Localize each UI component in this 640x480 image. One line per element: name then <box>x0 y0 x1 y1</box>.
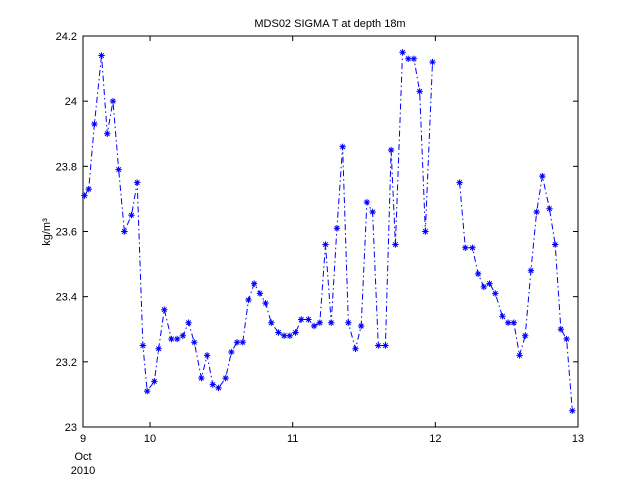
data-marker <box>333 225 341 232</box>
data-marker <box>369 208 376 216</box>
data-marker <box>486 280 493 287</box>
y-tick-label: 23.2 <box>56 357 77 369</box>
data-marker <box>422 228 429 235</box>
x-tick-label: 9 <box>80 433 86 445</box>
data-marker <box>339 143 346 150</box>
data-marker <box>292 329 299 336</box>
data-marker <box>551 241 559 248</box>
data-marker <box>191 339 198 346</box>
data-marker <box>405 55 412 63</box>
data-marker <box>286 332 294 339</box>
data-marker <box>522 332 529 339</box>
data-marker <box>250 280 258 287</box>
y-tick-label: 23.6 <box>56 227 77 239</box>
data-marker <box>504 319 512 326</box>
data-marker <box>98 52 105 59</box>
data-marker <box>245 296 252 304</box>
data-marker <box>462 244 469 251</box>
data-marker <box>382 342 389 349</box>
data-marker <box>316 319 324 326</box>
data-marker <box>533 208 540 216</box>
x-tick-label: 11 <box>287 433 298 445</box>
chart-title: MDS02 SIGMA T at depth 18m <box>254 18 405 30</box>
data-marker <box>121 228 128 235</box>
data-marker <box>399 49 406 56</box>
data-marker <box>480 283 488 291</box>
y-tick-label: 23 <box>65 422 77 434</box>
data-marker <box>352 345 359 352</box>
data-marker <box>151 378 158 385</box>
data-marker <box>363 198 371 206</box>
data-marker <box>527 267 535 274</box>
data-marker <box>203 352 211 359</box>
data-marker <box>262 299 269 307</box>
data-marker <box>233 339 241 346</box>
data-marker <box>569 407 576 414</box>
data-marker <box>275 329 282 336</box>
data-marker <box>228 348 235 356</box>
data-marker <box>179 332 187 339</box>
y-tick-label: 24.2 <box>56 31 77 43</box>
data-marker <box>104 130 111 137</box>
data-marker <box>305 316 312 323</box>
data-marker <box>546 205 553 212</box>
data-marker <box>510 319 518 326</box>
data-marker <box>215 384 222 392</box>
data-marker <box>539 172 546 180</box>
data-marker <box>387 146 395 154</box>
data-marker <box>168 335 175 343</box>
data-marker <box>209 381 217 388</box>
x-axis-sublabel: 2010 <box>71 465 95 477</box>
data-marker <box>492 290 499 297</box>
data-marker <box>429 58 436 66</box>
data-marker <box>115 166 122 173</box>
data-marker <box>410 55 418 63</box>
data-marker <box>499 313 506 320</box>
data-marker <box>310 322 318 330</box>
data-marker <box>375 342 382 349</box>
x-tick-label: 10 <box>144 433 156 445</box>
data-marker <box>134 179 141 186</box>
data-marker <box>143 387 151 395</box>
data-line <box>84 51 573 411</box>
data-marker <box>239 339 246 346</box>
data-marker <box>557 326 565 333</box>
data-marker <box>456 179 463 186</box>
data-marker <box>185 319 192 326</box>
data-marker <box>280 332 288 339</box>
data-marker <box>155 345 162 352</box>
x-axis-sublabel: Oct <box>74 451 91 463</box>
data-marker <box>109 97 117 105</box>
data-marker <box>81 192 88 199</box>
data-marker <box>91 120 98 128</box>
data-marker <box>298 316 305 323</box>
data-marker <box>161 306 168 313</box>
data-marker <box>85 185 92 193</box>
data-marker <box>516 352 523 359</box>
data-marker <box>474 270 482 278</box>
data-marker <box>198 374 205 382</box>
data-marker <box>392 241 399 248</box>
x-tick-label: 13 <box>572 433 584 445</box>
data-marker <box>139 342 147 349</box>
data-marker <box>256 290 264 297</box>
data-marker <box>322 241 329 248</box>
data-marker <box>173 335 181 343</box>
y-axis-label: kg/m³ <box>41 218 53 246</box>
data-marker <box>469 244 476 251</box>
data-marker <box>222 374 229 382</box>
data-marker <box>357 322 365 330</box>
y-tick-label: 23.8 <box>56 161 77 173</box>
data-marker <box>416 88 423 95</box>
data-marker <box>328 319 335 326</box>
x-tick-label: 12 <box>429 433 441 445</box>
y-tick-label: 23.4 <box>56 292 77 304</box>
data-marker <box>268 319 275 326</box>
y-tick-label: 24 <box>65 96 77 108</box>
data-marker <box>345 319 352 326</box>
data-marker <box>128 212 135 219</box>
data-marker <box>563 335 570 343</box>
